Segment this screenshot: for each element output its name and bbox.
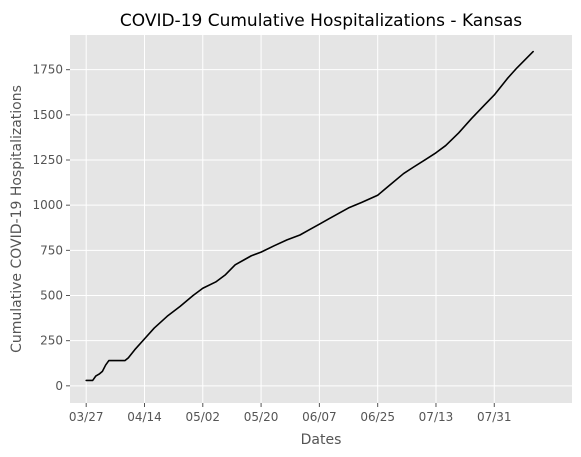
x-axis-label: Dates bbox=[301, 432, 342, 448]
chart-title: COVID-19 Cumulative Hospitalizations - K… bbox=[120, 11, 522, 31]
y-tick-label-3: 750 bbox=[40, 243, 63, 257]
x-tick-label-7: 07/31 bbox=[477, 410, 512, 424]
plot-area bbox=[70, 35, 572, 403]
grid-lines-x bbox=[85, 35, 495, 403]
series-line-0 bbox=[85, 50, 534, 382]
x-tick-label-0: 03/27 bbox=[69, 410, 104, 424]
y-tick-label-6: 1500 bbox=[32, 108, 63, 122]
y-tick-label-5: 1250 bbox=[32, 153, 63, 167]
x-tick-label-3: 05/20 bbox=[244, 410, 279, 424]
y-tick-label-1: 250 bbox=[40, 334, 63, 348]
x-tick-label-4: 06/07 bbox=[302, 410, 337, 424]
series-group bbox=[85, 50, 534, 382]
y-tick-label-4: 1000 bbox=[32, 198, 63, 212]
x-tick-labels: 03/27 04/14 05/02 05/20 06/07 06/25 07/13 07/31 bbox=[69, 403, 512, 424]
x-tick-label-5: 06/25 bbox=[360, 410, 395, 424]
y-tick-label-7: 1750 bbox=[32, 63, 63, 77]
y-tick-label-2: 500 bbox=[40, 289, 63, 303]
x-tick-label-6: 07/13 bbox=[419, 410, 454, 424]
y-tick-label-0: 0 bbox=[55, 379, 63, 393]
grid-lines-y bbox=[70, 69, 572, 387]
x-tick-label-1: 04/14 bbox=[127, 410, 162, 424]
y-tick-labels: 0 250 500 750 1000 1250 1500 1750 bbox=[32, 63, 70, 393]
y-axis-label: Cumulative COVID-19 Hospitalizations bbox=[9, 85, 25, 353]
x-tick-label-2: 05/02 bbox=[185, 410, 220, 424]
